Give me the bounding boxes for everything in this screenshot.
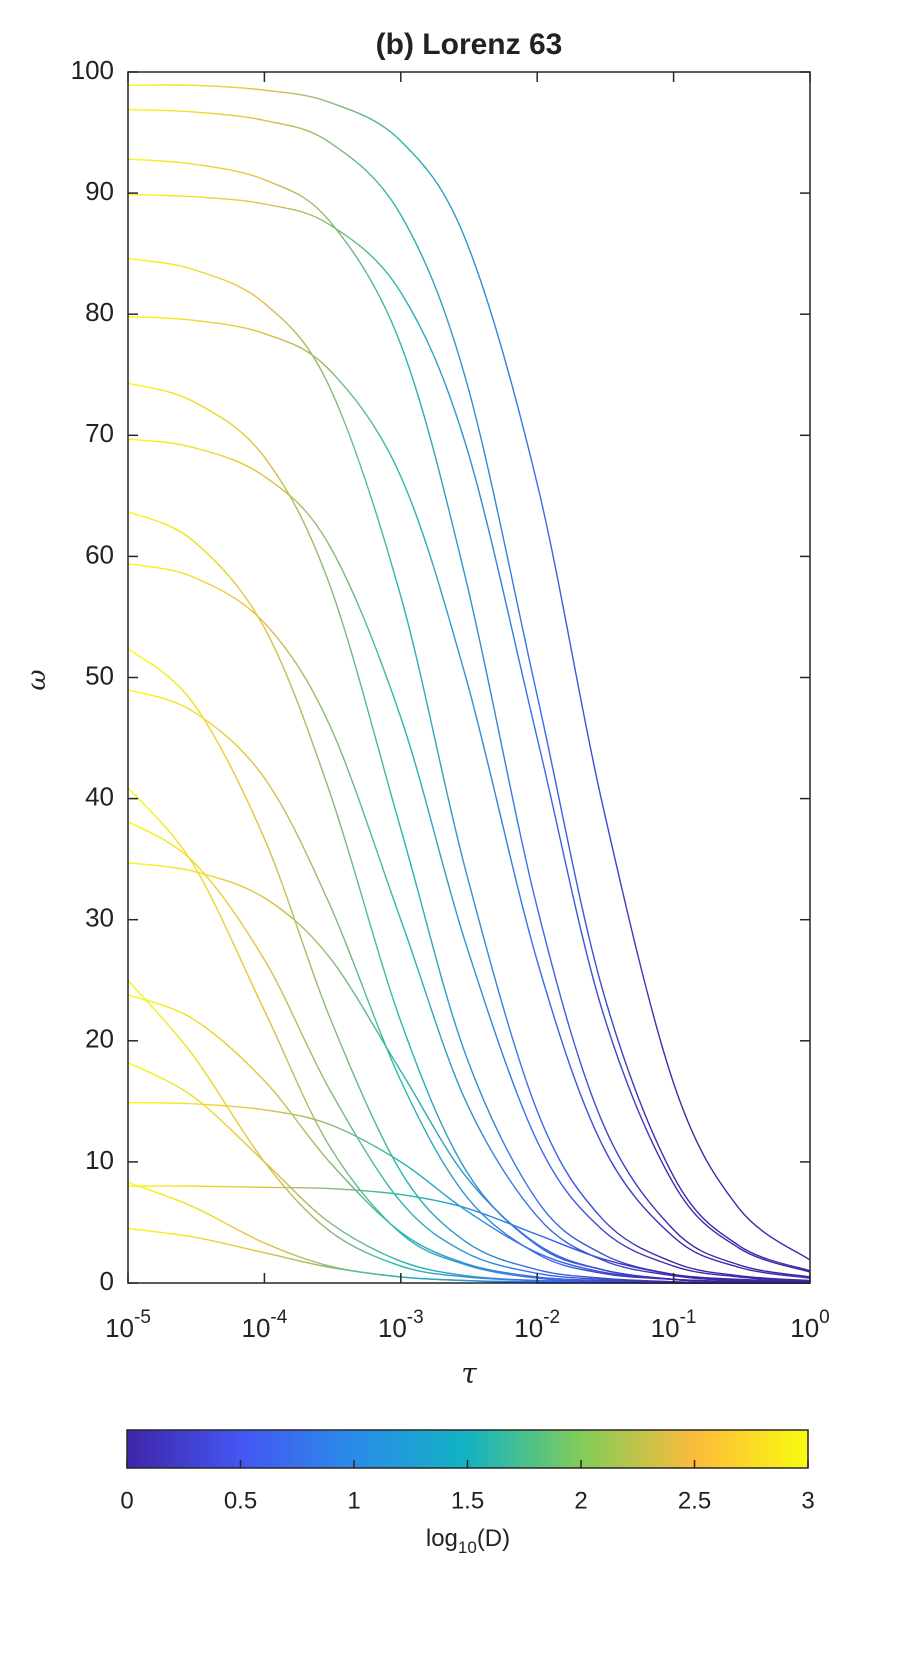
y-tick-label: 70 (85, 418, 114, 448)
x-tick-exponent: -3 (407, 1307, 424, 1328)
x-tick-base: 10 (378, 1313, 407, 1343)
curve (127, 257, 811, 1282)
x-tick-label: 10-4 (241, 1307, 287, 1343)
curve (127, 438, 811, 1283)
colorbar-tick-label: 1.5 (451, 1487, 484, 1514)
curve (127, 84, 811, 1261)
y-axis-label: ω (22, 669, 52, 690)
curve (127, 1227, 810, 1284)
chart-title: (b) Lorenz 63 (376, 28, 563, 61)
colorbar-tick-label: 0 (120, 1487, 133, 1514)
curve (127, 1061, 810, 1284)
x-tick-label: 10-1 (651, 1307, 697, 1343)
y-tick-label: 100 (71, 55, 114, 85)
colorbar-tick-label: 3 (801, 1487, 814, 1514)
colorbar-tick-label: 0.5 (224, 1487, 257, 1514)
y-tick-label: 60 (85, 539, 114, 569)
curve (127, 382, 811, 1283)
y-tick-label: 30 (85, 903, 114, 933)
x-tick-base: 10 (514, 1313, 543, 1343)
y-tick-label: 80 (85, 297, 114, 327)
curve (127, 647, 811, 1284)
x-axis-label: τ (461, 1357, 477, 1390)
curve (127, 979, 810, 1284)
curve (127, 158, 811, 1278)
x-tick-exponent: -5 (134, 1307, 151, 1328)
colorbar-tick-label: 2.5 (678, 1487, 711, 1514)
x-tick-exponent: -1 (680, 1307, 697, 1328)
x-tick-exponent: -4 (270, 1307, 287, 1328)
colorbar-label-sub: 10 (458, 1538, 477, 1557)
x-tick-exponent: -2 (543, 1307, 560, 1328)
curve (127, 510, 811, 1284)
colorbar-label-rest: (D) (477, 1525, 510, 1552)
curve (127, 994, 810, 1284)
x-tick-label: 10-3 (378, 1307, 424, 1343)
y-tick-label: 50 (85, 660, 114, 690)
curve (127, 821, 811, 1284)
axes-box (127, 71, 811, 1284)
x-tick-label: 100 (790, 1307, 830, 1343)
x-tick-base: 10 (105, 1313, 134, 1343)
x-tick-exponent: 0 (819, 1307, 830, 1328)
x-tick-base: 10 (790, 1313, 819, 1343)
curve (127, 108, 811, 1272)
curve (127, 1185, 811, 1283)
colorbar-label-text: log (426, 1525, 458, 1552)
curve (127, 193, 811, 1273)
y-tick-label: 10 (85, 1145, 114, 1175)
curve (127, 315, 811, 1279)
curve (127, 688, 811, 1284)
colorbar-tick-label: 2 (574, 1487, 587, 1514)
curve (127, 1101, 811, 1284)
y-tick-label: 90 (85, 176, 114, 206)
y-tick-label: 40 (85, 781, 114, 811)
curve (127, 862, 811, 1284)
y-tick-label: 0 (100, 1266, 114, 1296)
y-tick-label: 20 (85, 1024, 114, 1054)
x-tick-base: 10 (651, 1313, 680, 1343)
x-tick-label: 10-2 (514, 1307, 560, 1343)
colorbar-tick-label: 1 (347, 1487, 360, 1514)
colorbar-label: log10(D) (426, 1525, 510, 1557)
x-tick-base: 10 (241, 1313, 270, 1343)
x-tick-label: 10-5 (105, 1307, 151, 1343)
curve (127, 1181, 810, 1284)
